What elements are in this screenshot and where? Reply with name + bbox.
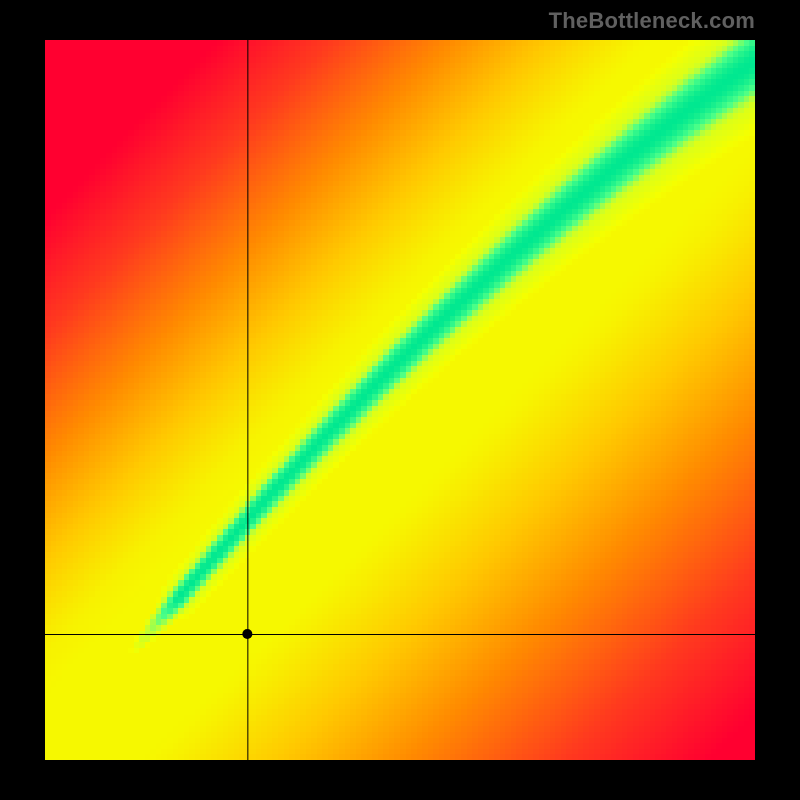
watermark-text: TheBottleneck.com [549, 8, 755, 34]
bottleneck-heatmap [45, 40, 755, 760]
chart-container: TheBottleneck.com [0, 0, 800, 800]
plot-area [45, 40, 755, 760]
